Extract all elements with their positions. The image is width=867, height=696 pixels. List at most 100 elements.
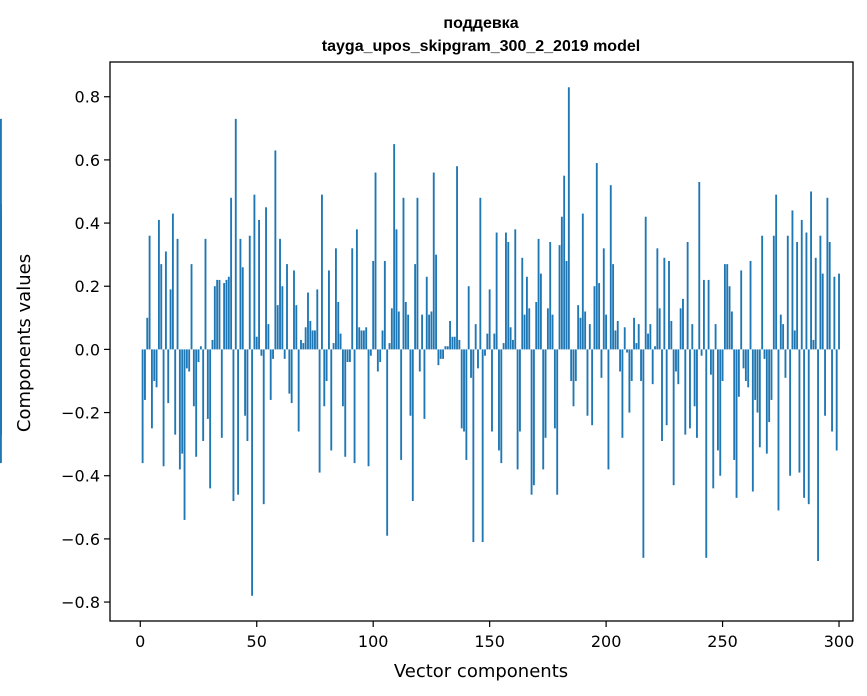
bar-177: [551, 314, 554, 350]
bar-131: [444, 346, 447, 350]
bar-178: [553, 349, 556, 429]
bar-133: [449, 320, 451, 350]
bar-132: [446, 346, 449, 350]
bar-193: [588, 324, 591, 350]
bar-275: [779, 314, 782, 350]
bar-261: [747, 349, 750, 388]
bar-295: [826, 197, 829, 350]
y-axis: −0.8 −0.6 −0.4 −0.2 0.0 0.2 0.4 0.6 0.8: [61, 88, 110, 612]
bar-242: [703, 279, 705, 350]
bar-175: [546, 308, 549, 350]
bar-298: [833, 276, 836, 350]
bar-30: [209, 349, 212, 489]
y-tick-label: 0.4: [75, 214, 100, 233]
bar-258: [740, 270, 743, 350]
bar-172: [539, 273, 542, 350]
bar-234: [684, 349, 687, 435]
bar-12: [167, 349, 170, 404]
bar-23: [192, 349, 195, 407]
bar-299: [835, 349, 838, 451]
bar-205: [616, 320, 619, 350]
bar-211: [630, 349, 633, 381]
bar-87: [341, 349, 344, 407]
bar-153: [495, 232, 498, 350]
bar-81: [328, 270, 330, 350]
bar-38: [227, 276, 230, 350]
bar-290: [814, 257, 817, 350]
bar-194: [591, 349, 594, 426]
bar-140: [465, 349, 468, 460]
bar-278: [786, 235, 789, 350]
bar-3: [146, 317, 149, 350]
bar-191: [584, 311, 587, 350]
bar-221: [654, 346, 656, 350]
bar-280: [791, 210, 794, 350]
bar-37: [225, 279, 228, 350]
bar-95: [360, 330, 363, 350]
bar-160: [512, 339, 514, 350]
bar-262: [749, 260, 752, 350]
bar-154: [498, 349, 500, 451]
bar-75: [314, 330, 316, 350]
bar-227: [668, 260, 670, 350]
bar-203: [612, 264, 615, 350]
bar-21: [188, 349, 191, 372]
bar-41: [234, 118, 237, 350]
x-tick-label: 300: [824, 632, 855, 651]
bar-209: [626, 349, 628, 353]
bar-200: [605, 314, 608, 350]
bar-219: [649, 324, 652, 350]
x-tick-label: 100: [358, 632, 389, 651]
bar-33: [216, 279, 219, 350]
bar-188: [577, 305, 580, 350]
bar-19: [183, 349, 186, 520]
bar-80: [325, 349, 328, 381]
y-tick-label: −0.2: [61, 404, 100, 423]
bar-77: [318, 349, 321, 473]
bar-156: [502, 343, 505, 350]
bar-168: [530, 349, 533, 495]
bar-260: [744, 349, 747, 381]
bar-233: [682, 298, 684, 350]
bar-44: [241, 267, 244, 350]
bar-88: [344, 349, 347, 457]
bar-115: [407, 314, 410, 350]
x-axis: 0 50 100 150 200 250 300: [135, 621, 854, 651]
bar-149: [486, 333, 489, 350]
bar-70: [302, 343, 305, 350]
bar-145: [477, 349, 479, 369]
bar-165: [523, 314, 526, 350]
bar-254: [730, 311, 733, 350]
bar-266: [758, 349, 761, 448]
bar-43: [239, 238, 242, 350]
bar-196: [595, 163, 598, 350]
bar-273: [775, 194, 778, 350]
bar-63: [286, 264, 288, 350]
bar-108: [390, 308, 393, 350]
bar-48: [251, 349, 254, 596]
bar-276: [782, 324, 785, 350]
bar-101: [374, 172, 377, 350]
y-tick-label: 0.8: [75, 88, 100, 107]
bar-291: [817, 349, 819, 561]
bar-78: [321, 194, 323, 350]
bar-292: [819, 235, 822, 350]
bar-100: [372, 260, 375, 350]
bar-235: [686, 242, 689, 350]
bar-142: [470, 349, 472, 378]
bar-105: [383, 260, 386, 350]
plot-frame: [109, 61, 854, 622]
bar-31: [211, 339, 214, 350]
bar-72: [307, 292, 309, 350]
bar-170: [535, 302, 538, 350]
bar-257: [737, 349, 740, 397]
bar-119: [416, 197, 419, 350]
bar-248: [716, 349, 719, 451]
y-tick-label: 0.2: [75, 277, 100, 296]
bar-32: [213, 286, 216, 350]
bar-179: [556, 349, 559, 495]
bar-245: [709, 349, 712, 375]
bar-247: [714, 324, 717, 350]
bar-107: [388, 343, 391, 350]
bar-46: [246, 349, 249, 441]
